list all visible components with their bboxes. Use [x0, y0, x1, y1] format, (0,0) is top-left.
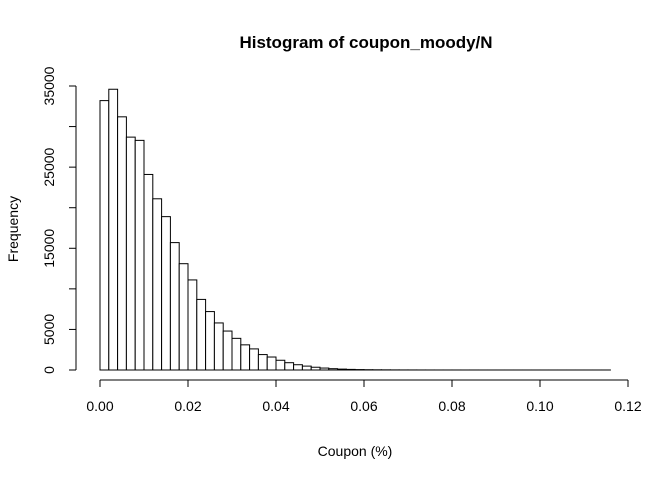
y-tick-label: 5000 [41, 314, 57, 345]
x-tick-label: 0.00 [86, 398, 113, 414]
histogram-bar [161, 216, 171, 371]
x-axis: 0.00 0.02 0.04 0.06 0.08 0.10 0.12 [86, 379, 642, 414]
x-tick-label: 0.02 [174, 398, 201, 414]
y-tick-label: 15000 [41, 229, 57, 268]
histogram-bar [169, 242, 180, 371]
y-tick-label: 25000 [41, 147, 57, 186]
histogram-bar [337, 368, 347, 371]
histogram-bar [275, 359, 286, 371]
histogram-bar [284, 362, 295, 371]
histogram-bar [213, 322, 224, 371]
x-tick-label: 0.04 [262, 398, 289, 414]
x-tick-label: 0.06 [350, 398, 377, 414]
histogram-bar [257, 354, 268, 371]
histogram-bar [345, 368, 356, 371]
histogram-bar [178, 263, 189, 371]
y-axis: 0 5000 15000 25000 35000 [41, 66, 77, 374]
y-tick-label: 35000 [41, 66, 57, 105]
histogram-bar [310, 366, 321, 371]
histogram-bar [249, 348, 259, 371]
x-axis-label: Coupon (%) [318, 443, 393, 459]
histogram-bar [143, 173, 154, 371]
y-tick-label: 0 [41, 366, 57, 374]
histogram-bar [187, 279, 198, 371]
histogram-bar [196, 298, 207, 371]
chart-title: Histogram of coupon_moody/N [239, 33, 492, 52]
histogram-bar [117, 116, 127, 371]
histogram-bar [240, 344, 251, 371]
histogram-bar [266, 356, 277, 371]
histogram-bar [301, 365, 312, 371]
histogram-bar [328, 368, 339, 371]
histogram-bar [99, 100, 110, 371]
histogram-bar [222, 330, 233, 371]
x-tick-label: 0.10 [526, 398, 553, 414]
histogram-bar [134, 139, 145, 371]
y-axis-label: Frequency [5, 196, 21, 262]
x-tick-label: 0.12 [614, 398, 641, 414]
x-tick-label: 0.08 [438, 398, 465, 414]
histogram-bar [152, 198, 163, 371]
histogram-bar [108, 88, 119, 371]
histogram-bar [293, 364, 303, 371]
bars-group [99, 88, 611, 371]
histogram-bar [231, 337, 242, 371]
histogram-bar [205, 311, 215, 371]
histogram-bar [319, 367, 330, 371]
histogram-bar [125, 136, 136, 371]
